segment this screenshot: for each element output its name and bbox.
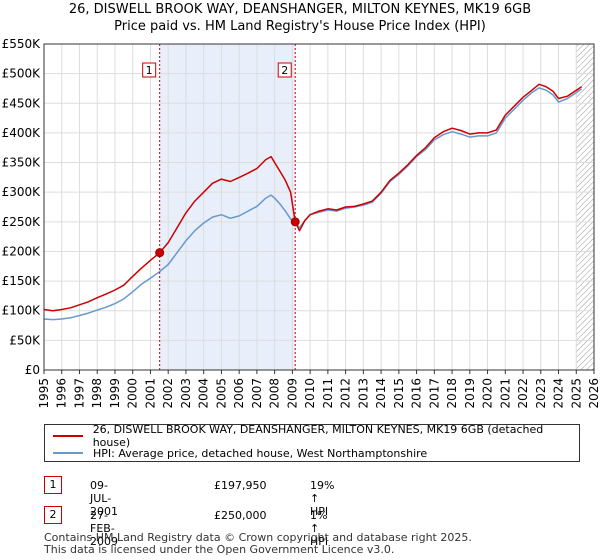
- forecast-hatch: [576, 44, 594, 370]
- x-tick-label: 2026: [587, 378, 600, 409]
- x-tick-label: 2020: [481, 378, 495, 409]
- x-tick-label: 2016: [410, 378, 424, 409]
- x-tick-label: 2003: [179, 378, 193, 409]
- x-tick-label: 2025: [569, 378, 583, 409]
- y-tick-label: £250K: [2, 215, 42, 229]
- ownership-period-shade: [159, 44, 296, 370]
- transaction-flag-label: 2: [281, 64, 288, 77]
- legend-swatch-hpi: [53, 452, 83, 454]
- y-tick-label: £50K: [9, 333, 41, 347]
- footer-copyright: Contains HM Land Registry data © Crown c…: [44, 531, 472, 544]
- x-tick-label: 2017: [427, 378, 441, 409]
- x-tick-label: 2007: [250, 378, 264, 409]
- legend-label-property: 26, DISWELL BROOK WAY, DEANSHANGER, MILT…: [92, 423, 544, 449]
- y-tick-label: £150K: [2, 274, 42, 288]
- transaction-price: £250,000: [214, 509, 267, 522]
- x-tick-label: 1998: [90, 378, 104, 409]
- x-tick-label: 2023: [534, 378, 548, 409]
- y-tick-label: £350K: [2, 156, 42, 170]
- x-tick-label: 2011: [321, 378, 335, 409]
- y-tick-label: £400K: [2, 126, 42, 140]
- y-tick-label: £450K: [2, 96, 42, 110]
- x-tick-label: 2002: [161, 378, 175, 409]
- y-tick-label: £550K: [2, 37, 42, 51]
- x-tick-label: 2024: [552, 378, 566, 409]
- chart-title: 26, DISWELL BROOK WAY, DEANSHANGER, MILT…: [68, 2, 532, 17]
- transaction-point: [155, 248, 165, 258]
- transaction-flag: [142, 62, 157, 78]
- transaction-hpi-change: 19% ↑ HPI: [310, 479, 335, 518]
- footer-licence: This data is licensed under the Open Gov…: [44, 543, 395, 556]
- transaction-marker: 1: [44, 476, 62, 494]
- transaction-flag-label: 1: [146, 64, 153, 77]
- legend-swatch-property: [53, 435, 83, 437]
- price-chart: £0 £50K £100K £150K £200K £250K £300K £350K £400…: [2, 37, 600, 409]
- transaction-date: 27-FEB-2009: [90, 509, 118, 548]
- x-tick-label: 2019: [463, 378, 477, 409]
- x-tick-label: 2008: [268, 378, 282, 409]
- x-tick-label: 2012: [339, 378, 353, 409]
- chart-subtitle: Price paid vs. HM Land Registry's House …: [114, 19, 486, 34]
- x-tick-label: 2018: [445, 378, 459, 409]
- x-tick-label: 1997: [72, 378, 86, 409]
- transaction-price: £197,950: [214, 479, 267, 492]
- x-tick-label: 2004: [197, 378, 211, 409]
- plot-frame: [43, 43, 595, 371]
- legend-label-hpi: HPI: Average price, detached house, West…: [93, 446, 428, 460]
- legend-entry-hpi: HPI: Average price, detached house, West…: [53, 445, 427, 461]
- x-tick-label: 2005: [214, 378, 228, 409]
- x-tick-label: 2022: [516, 378, 530, 409]
- x-tick-label: 2013: [356, 378, 370, 409]
- y-tick-label: £0: [25, 363, 40, 377]
- transaction-marker: 2: [44, 506, 62, 524]
- x-tick-label: 2000: [126, 378, 140, 409]
- y-tick-label: £500K: [2, 67, 42, 81]
- transaction-flag: [277, 62, 292, 78]
- x-tick-label: 2006: [232, 378, 246, 409]
- x-tick-label: 2015: [392, 378, 406, 409]
- property-price-line: [43, 83, 583, 312]
- x-tick-label: 1999: [108, 378, 122, 409]
- x-tick-label: 1995: [37, 378, 51, 409]
- x-tick-label: 2021: [498, 378, 512, 409]
- legend-entry-property: 26, DISWELL BROOK WAY, DEANSHANGER, MILT…: [53, 423, 579, 449]
- x-tick-label: 2014: [374, 378, 388, 409]
- y-tick-label: £100K: [2, 304, 42, 318]
- x-tick-label: 2009: [285, 378, 299, 409]
- transaction-date: 09-JUL-2001: [90, 479, 118, 518]
- plot-background: [44, 44, 594, 370]
- x-tick-label: 2010: [303, 378, 317, 409]
- x-tick-label: 2001: [143, 378, 157, 409]
- chart-legend: 26, DISWELL BROOK WAY, DEANSHANGER, MILT…: [44, 423, 580, 462]
- y-tick-label: £200K: [2, 244, 42, 258]
- y-tick-label: £300K: [2, 185, 42, 199]
- transaction-hpi-change: 1% ↑ HPI: [310, 509, 329, 548]
- x-tick-label: 1996: [55, 378, 69, 409]
- transaction-point: [290, 217, 300, 227]
